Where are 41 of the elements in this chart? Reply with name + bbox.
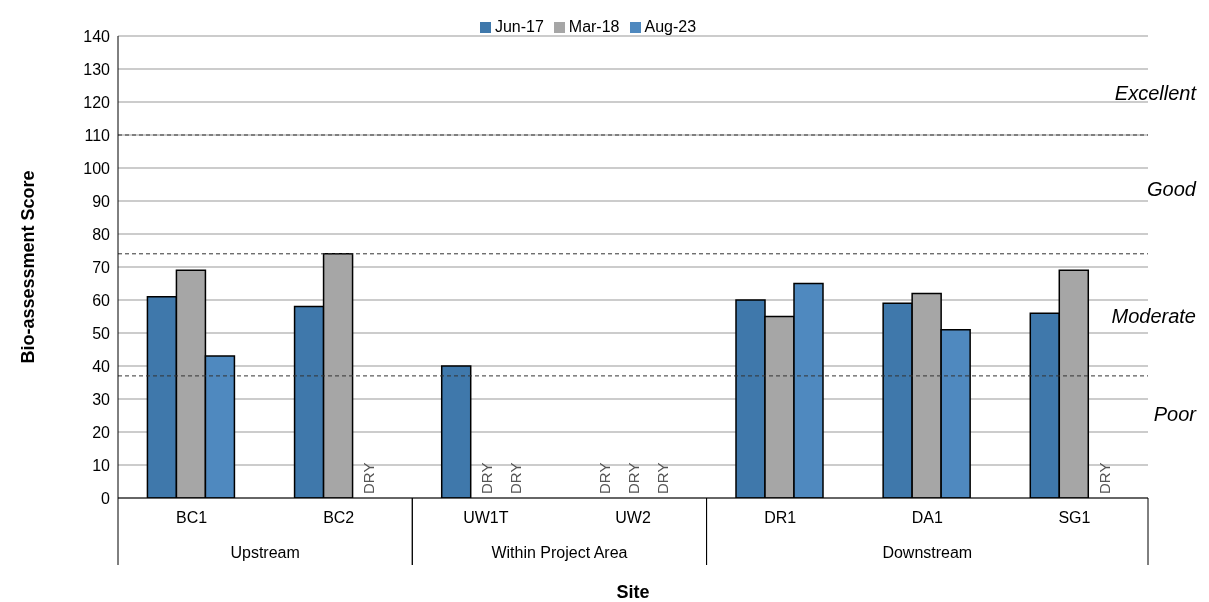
y-tick-label: 50 <box>92 324 111 342</box>
x-tick-label: UW1T <box>463 509 509 527</box>
text: DRY <box>595 462 613 494</box>
x-tick-label: BC1 <box>176 509 208 527</box>
text: Upstream <box>230 544 300 561</box>
text: DRY <box>654 462 672 494</box>
x-tick-label: BC2 <box>323 509 355 527</box>
annotation: Moderate <box>1111 305 1196 328</box>
y-tick-label: 110 <box>84 126 111 144</box>
text: DRY <box>1095 462 1113 494</box>
y-tick-label: 80 <box>92 225 111 243</box>
y-tick-label: 30 <box>92 390 111 408</box>
text: DRY <box>625 462 642 494</box>
text: DRY <box>507 462 525 494</box>
y-tick-label: 130 <box>83 60 111 78</box>
text: DRY <box>360 462 378 494</box>
x-tick-label: UW2 <box>615 509 651 527</box>
y-tick-label: 20 <box>92 423 111 441</box>
y-tick-label: 120 <box>83 93 111 111</box>
text: DRY <box>477 462 495 494</box>
x-tick-label: DA1 <box>911 509 943 527</box>
legend-label: Jun-17 <box>494 18 544 35</box>
x-tick-label: DR1 <box>764 509 797 527</box>
x-axis-title: Site <box>616 582 650 602</box>
y-axis-title: Bio-assessment Score <box>18 170 39 364</box>
y-tick-label: 100 <box>83 159 111 177</box>
y-tick-label: 70 <box>92 258 111 276</box>
y-tick-label: 140 <box>83 27 111 45</box>
x-tick-label: SG1 <box>1058 509 1091 527</box>
y-tick-label: 10 <box>92 456 111 474</box>
legend-label: Aug-23 <box>644 18 697 35</box>
y-tick-label: 0 <box>101 489 111 507</box>
text: Poor <box>1153 403 1198 426</box>
text: Within Project Area <box>491 544 628 561</box>
y-tick-label: 90 <box>92 192 111 210</box>
legend-label: Mar-18 <box>568 18 620 35</box>
y-tick-label: 40 <box>92 357 111 375</box>
annotation: Good <box>1147 178 1197 201</box>
y-tick-label: 60 <box>92 291 111 309</box>
text: Downstream <box>882 544 973 561</box>
annotation: Excellent <box>1114 81 1198 104</box>
